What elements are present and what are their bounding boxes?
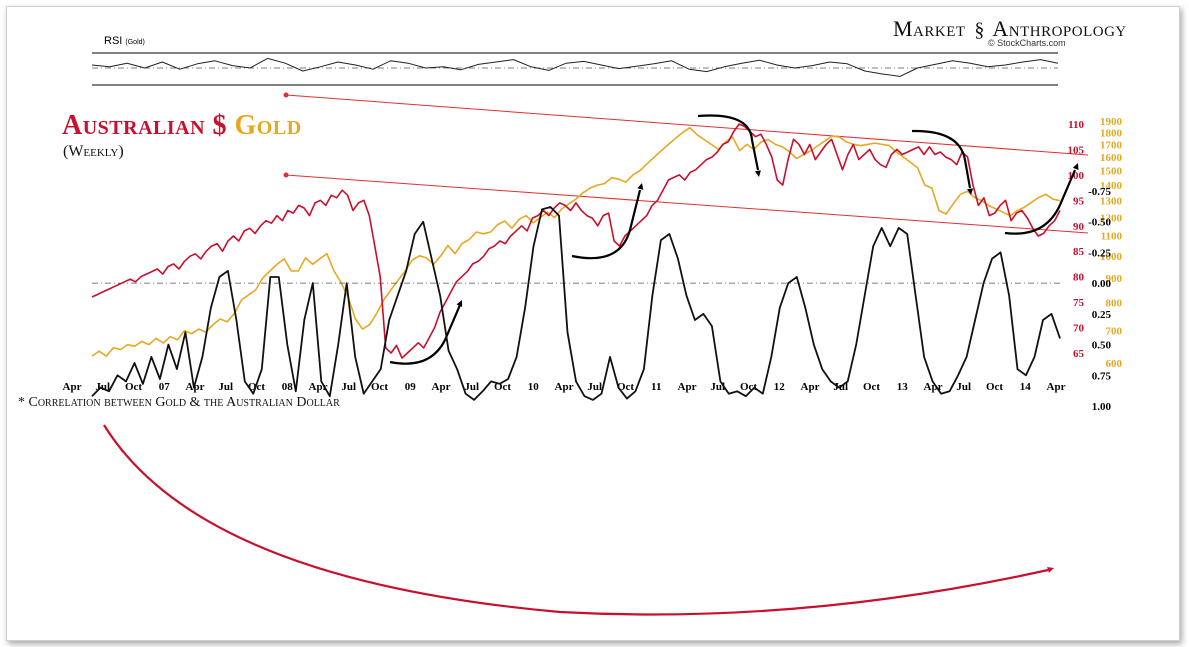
x-axis-tick: Jul — [341, 381, 356, 393]
chart-frame — [6, 6, 1180, 641]
annotation-arrowhead — [967, 188, 974, 195]
right-axis-tick: 1100 — [1101, 231, 1123, 243]
brand-name-left: Market — [893, 16, 966, 41]
correlation-y-tick: 0.00 — [1092, 278, 1112, 290]
x-axis-tick: Apr — [63, 381, 82, 393]
correlation-y-tick: 0.25 — [1092, 309, 1112, 321]
correlation-y-tick: 1.00 — [1092, 401, 1112, 413]
channel-lower-line — [285, 174, 1089, 234]
x-axis-tick: Jul — [956, 381, 971, 393]
brand-name-right: Anthropology — [992, 16, 1127, 41]
left-axis-tick: 85 — [1073, 246, 1085, 258]
rsi-label: RSI (Gold) — [104, 35, 145, 47]
x-axis-tick: Apr — [801, 381, 820, 393]
right-axis-tick: 1300 — [1100, 196, 1123, 208]
right-axis-tick: 700 — [1106, 326, 1123, 338]
right-axis-tick: 800 — [1106, 298, 1123, 310]
annotation-arrowhead — [754, 170, 761, 177]
source-credit: © StockCharts.com — [988, 38, 1066, 48]
x-axis-tick: Jul — [218, 381, 233, 393]
correlation-title: * Correlation between Gold & the Austral… — [18, 395, 340, 410]
correlation-line — [91, 206, 1061, 401]
x-axis-tick: 12 — [774, 381, 786, 393]
correlation-y-tick: -0.50 — [1088, 217, 1111, 229]
x-axis-tick: 11 — [651, 381, 661, 393]
rsi-line — [91, 57, 1059, 77]
right-axis-tick: 1700 — [1100, 139, 1123, 151]
left-axis-tick: 65 — [1073, 348, 1085, 360]
x-axis-tick: 14 — [1020, 381, 1032, 393]
right-axis-tick: 1000 — [1100, 251, 1123, 263]
x-axis-tick: Jul — [587, 381, 602, 393]
x-axis-tick: 13 — [897, 381, 909, 393]
x-axis-tick: Oct — [986, 381, 1003, 393]
x-axis-tick: 10 — [528, 381, 540, 393]
right-axis-tick: 1800 — [1100, 127, 1123, 139]
chart-subtitle: (Weekly) — [63, 143, 124, 160]
x-axis-tick: Oct — [248, 381, 265, 393]
right-axis-tick: 1900 — [1100, 116, 1123, 128]
x-axis-tick: Apr — [432, 381, 451, 393]
left-axis-tick: 110 — [1068, 119, 1084, 131]
rsi-label-main: RSI — [104, 35, 123, 47]
correlation-y-tick: 0.75 — [1092, 370, 1112, 382]
x-axis-tick: Oct — [863, 381, 880, 393]
right-axis-tick: 1200 — [1100, 212, 1123, 224]
left-axis-tick: 75 — [1073, 297, 1085, 309]
title-gold: Gold — [234, 110, 302, 141]
x-axis-tick: 08 — [282, 381, 294, 393]
right-axis-tick: 600 — [1106, 358, 1123, 370]
dna-helix-icon: § — [974, 19, 985, 41]
channel-lower-dot — [283, 172, 289, 178]
right-axis-tick: 900 — [1106, 273, 1123, 285]
x-axis-tick: Apr — [1047, 381, 1066, 393]
left-axis-tick: 90 — [1073, 221, 1085, 233]
annotation-arrow — [1004, 169, 1077, 235]
x-axis-tick: Jul — [710, 381, 725, 393]
left-axis-tick: 105 — [1068, 144, 1085, 156]
x-axis-tick: Apr — [678, 381, 697, 393]
annotation-arrowhead — [637, 183, 644, 190]
channel-upper-dot — [283, 92, 289, 98]
rsi-label-sub: (Gold) — [125, 39, 145, 46]
left-axis-tick: 70 — [1073, 323, 1085, 335]
x-axis-tick: Oct — [371, 381, 388, 393]
x-axis-tick: 07 — [159, 381, 171, 393]
gold-series-line — [91, 126, 1061, 357]
brand-logo: Market § Anthropology — [893, 16, 1127, 42]
chart-title: Australian $ Gold — [62, 110, 302, 142]
right-axis-tick: 1400 — [1100, 180, 1123, 192]
x-axis-tick: 09 — [405, 381, 417, 393]
x-axis-tick: Oct — [125, 381, 142, 393]
correlation-y-tick: -0.25 — [1088, 247, 1111, 259]
title-aud: Australian $ — [62, 110, 228, 141]
annotation-arrowhead — [456, 300, 463, 307]
right-axis-tick: 1500 — [1100, 166, 1123, 178]
annotation-arrow — [389, 304, 462, 365]
correlation-y-tick: -0.75 — [1088, 186, 1111, 198]
annotation-arrowhead — [1072, 163, 1079, 170]
x-axis-tick: Apr — [186, 381, 205, 393]
left-axis-tick: 95 — [1073, 195, 1085, 207]
channel-upper-line — [285, 94, 1089, 156]
left-axis-tick: 80 — [1073, 272, 1085, 284]
right-axis-tick: 1600 — [1100, 152, 1123, 164]
annotation-arrow — [697, 114, 760, 171]
x-axis-tick: Jul — [464, 381, 479, 393]
red-sweep-arrow — [103, 424, 1049, 616]
red-sweep-arrowhead — [1047, 567, 1054, 573]
x-axis-tick: Oct — [617, 381, 634, 393]
annotation-arrow — [571, 189, 642, 260]
x-axis-tick: Apr — [555, 381, 574, 393]
correlation-y-tick: 0.50 — [1092, 340, 1112, 352]
annotation-arrow — [911, 129, 972, 189]
aud-series-line — [91, 123, 1061, 359]
